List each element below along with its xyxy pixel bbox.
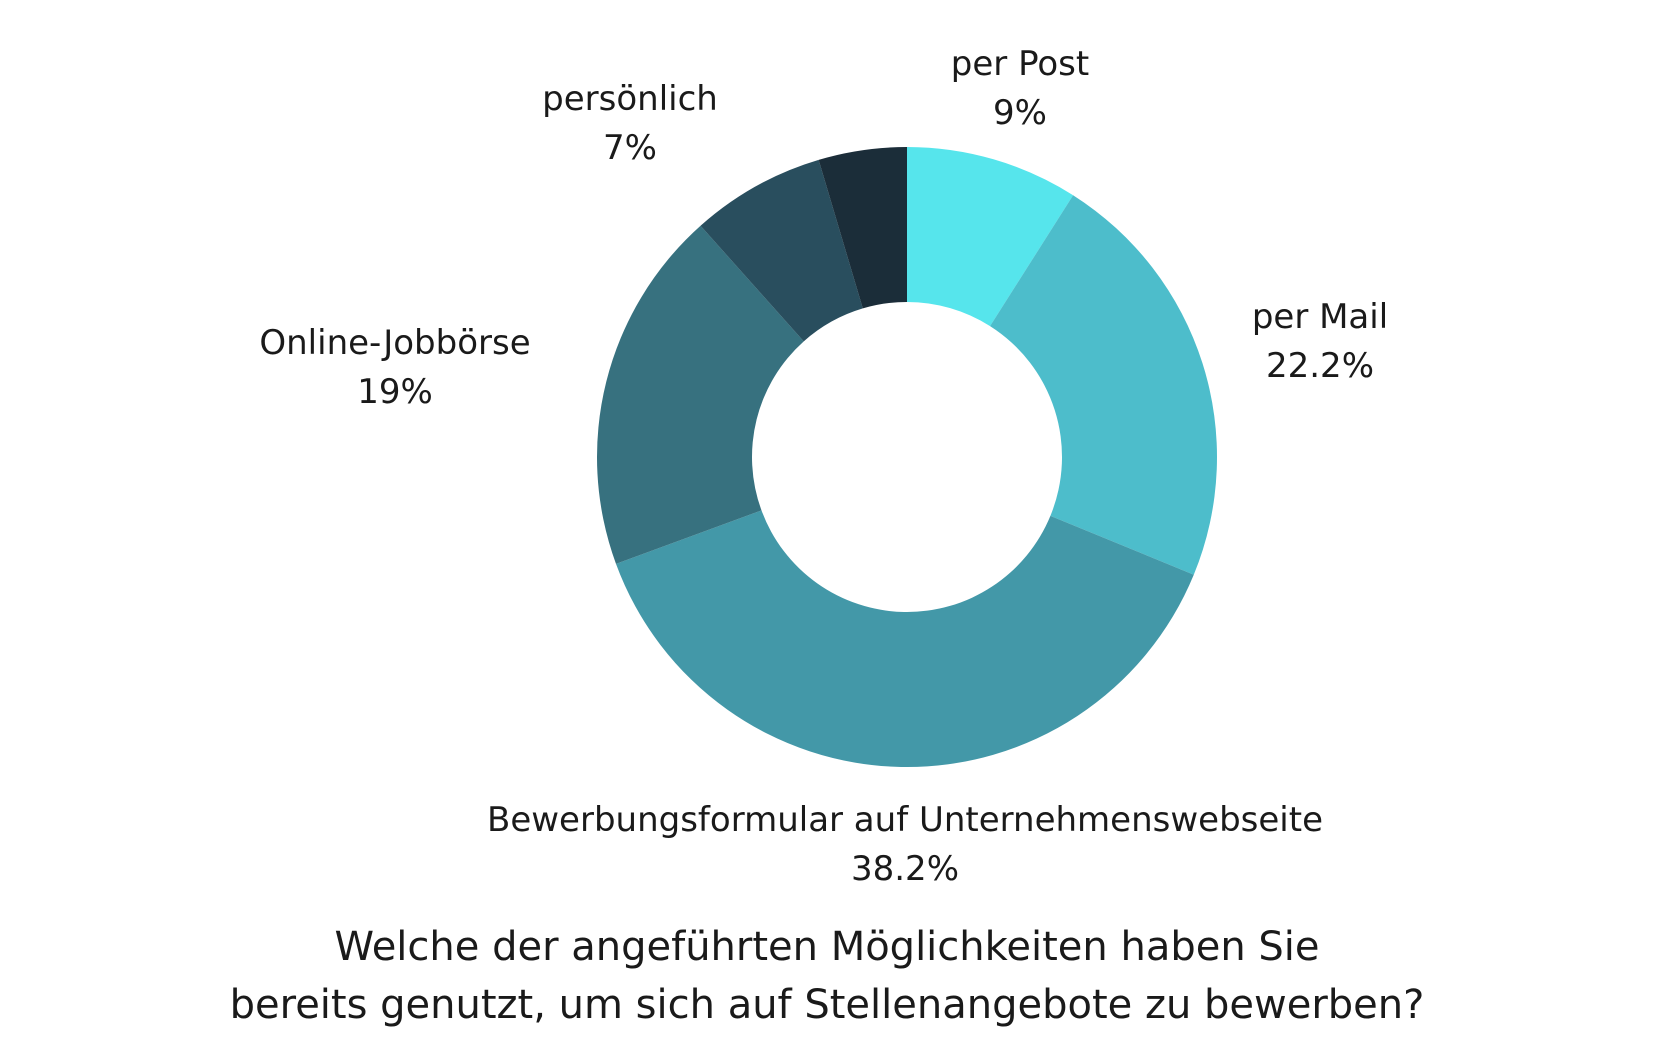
donut-slice-form [615, 510, 1194, 767]
slice-name-per-post: per Post [950, 44, 1090, 84]
slice-value-persoenlich: 7% [603, 128, 657, 168]
chart-title: Welche der angeführten Möglichkeiten hab… [0, 918, 1654, 1034]
donut-slice-other [818, 147, 907, 309]
slice-value-per-mail: 22.2% [1265, 346, 1374, 386]
slice-value-bewerbungsformular: 38.2% [850, 849, 959, 889]
slice-label-per-post: per Post 9% [930, 40, 1110, 138]
slice-name-bewerbungsformular: Bewerbungsformular auf Unternehmenswebse… [487, 800, 1323, 840]
chart-title-line-1: Welche der angeführten Möglichkeiten hab… [334, 924, 1320, 970]
slice-label-per-mail: per Mail 22.2% [1240, 293, 1400, 391]
slice-name-persoenlich: persönlich [542, 79, 718, 119]
slice-label-persoenlich: persönlich 7% [520, 75, 740, 173]
donut-slice-post [907, 147, 1074, 327]
donut-slice-pers [700, 159, 863, 342]
slice-label-online-jobboerse: Online-Jobbörse 19% [230, 319, 560, 417]
slice-name-online-jobboerse: Online-Jobbörse [259, 323, 531, 363]
slice-value-online-jobboerse: 19% [357, 372, 433, 412]
donut-slice-online [597, 225, 804, 564]
slice-name-per-mail: per Mail [1251, 297, 1389, 337]
slice-value-per-post: 9% [993, 93, 1047, 133]
donut-slice-mail [990, 195, 1217, 575]
slice-label-bewerbungsformular: Bewerbungsformular auf Unternehmenswebse… [460, 796, 1350, 894]
chart-title-line-2: bereits genutzt, um sich auf Stellenange… [229, 982, 1425, 1028]
